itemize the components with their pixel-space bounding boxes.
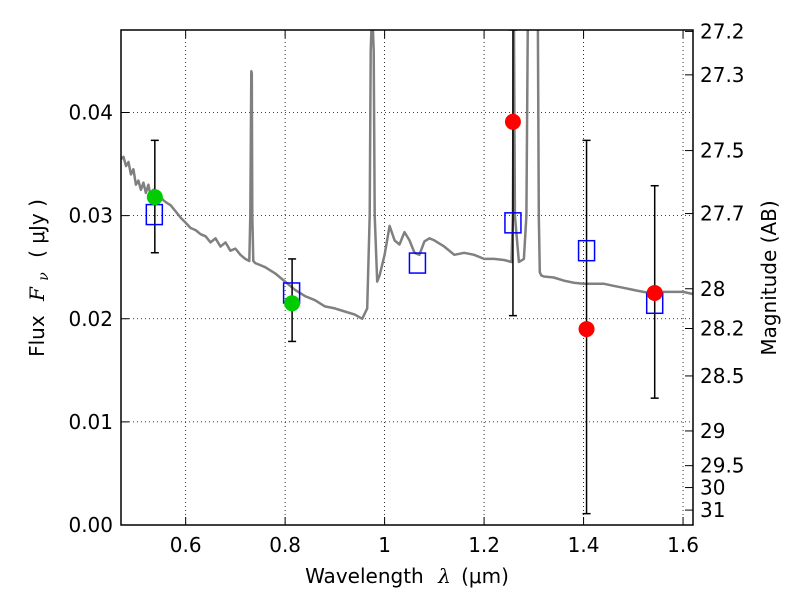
- x-tick-label: 0.8: [269, 533, 301, 557]
- y2-axis-label: Magnitude (AB): [757, 200, 781, 355]
- model-spectrum-group: [121, 30, 693, 321]
- model-band-flux-square: [504, 212, 522, 234]
- magnitude-tick-label: 27.3: [700, 63, 745, 87]
- x-axis-symbol: λ: [437, 564, 451, 588]
- x-tick-label: 1.4: [568, 533, 600, 557]
- x-axis-label-text: Wavelength: [305, 564, 424, 588]
- model-band-flux-square: [408, 252, 427, 274]
- x-axis-unit: (μm): [461, 564, 509, 588]
- x-tick-label: 1: [378, 533, 391, 557]
- plot-frame: [120, 29, 694, 526]
- red-data-point: [578, 321, 595, 338]
- magnitude-tick-label: 27.2: [700, 19, 745, 43]
- y-axis-label-text: Flux: [25, 315, 49, 357]
- magnitude-tick-label: 29.5: [700, 454, 745, 478]
- magnitude-tick-label: 28.5: [700, 364, 745, 388]
- red-data-point: [646, 284, 663, 301]
- error-bars-group: [150, 30, 659, 515]
- x-tick-label: 1.6: [667, 533, 699, 557]
- y-axis-symbol: F: [25, 286, 49, 302]
- y-axis-unit: ( μJy ): [25, 199, 49, 258]
- y-tick-label: 0.01: [68, 410, 113, 434]
- x-axis-label: Wavelength λ (μm): [305, 564, 509, 588]
- x-tick-label: 0.6: [170, 533, 202, 557]
- green-data-point: [146, 189, 163, 206]
- red-data-point: [504, 113, 521, 130]
- y-tick-label: 0.02: [68, 307, 113, 331]
- x-tick-label: 1.2: [468, 533, 500, 557]
- magnitude-tick-label: 27.5: [700, 139, 745, 163]
- y-axis-label: Flux F ν ( μJy ): [25, 199, 53, 357]
- magnitude-tick-label: 27.7: [700, 202, 745, 226]
- axis-ticks: 0.6 0.8 1 1.2 1.4 1.6 0.00 0.01 0.02 0.03 0.04 27.2…: [68, 19, 744, 557]
- magnitude-tick-label: 29: [700, 419, 725, 443]
- model-band-flux-square: [577, 239, 596, 262]
- y-axis-subscript: ν: [36, 272, 52, 281]
- magnitude-tick-label: 28: [700, 277, 725, 301]
- y-tick-label: 0.00: [68, 513, 113, 537]
- y-tick-label: 0.04: [68, 101, 113, 125]
- green-data-point: [284, 295, 301, 312]
- magnitude-tick-label: 31: [700, 498, 725, 522]
- grid-lines: [121, 30, 693, 526]
- model-spectrum-line: [121, 30, 693, 321]
- y-tick-label: 0.03: [68, 204, 113, 228]
- markers-group: [145, 113, 664, 338]
- magnitude-tick-label: 30: [700, 476, 725, 500]
- magnitude-tick-label: 28.2: [700, 316, 745, 340]
